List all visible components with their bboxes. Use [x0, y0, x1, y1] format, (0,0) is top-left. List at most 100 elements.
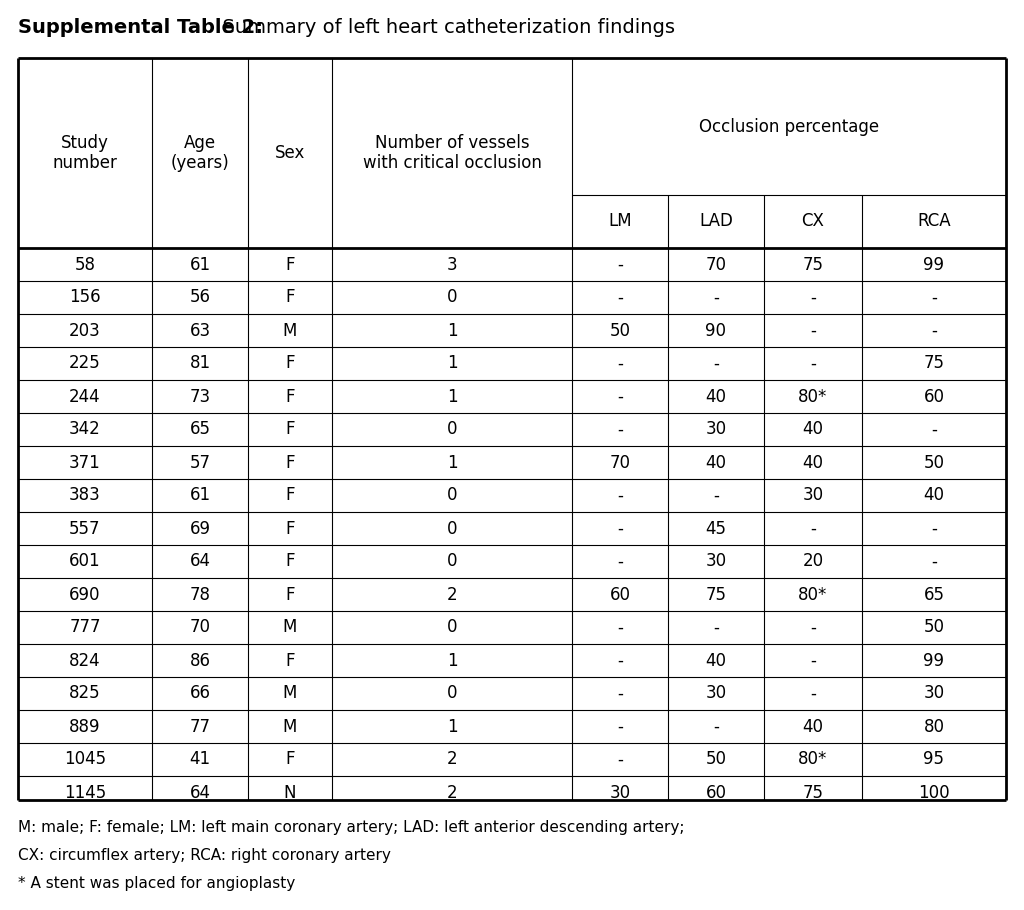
- Text: 65: 65: [924, 585, 944, 603]
- Text: -: -: [810, 288, 816, 307]
- Text: 0: 0: [446, 552, 458, 571]
- Text: -: -: [617, 420, 623, 439]
- Text: 70: 70: [706, 256, 726, 274]
- Text: CX: CX: [802, 213, 824, 230]
- Text: 75: 75: [803, 256, 823, 274]
- Text: -: -: [931, 288, 937, 307]
- Text: 889: 889: [70, 717, 100, 735]
- Text: -: -: [617, 288, 623, 307]
- Text: 99: 99: [924, 652, 944, 670]
- Text: CX: circumflex artery; RCA: right coronary artery: CX: circumflex artery; RCA: right corona…: [18, 848, 391, 863]
- Text: 777: 777: [70, 619, 100, 636]
- Text: F: F: [286, 552, 295, 571]
- Text: 557: 557: [70, 520, 100, 538]
- Text: 70: 70: [189, 619, 211, 636]
- Text: 66: 66: [189, 684, 211, 703]
- Text: 40: 40: [803, 717, 823, 735]
- Text: 58: 58: [75, 256, 95, 274]
- Text: 60: 60: [706, 784, 726, 802]
- Text: 40: 40: [706, 453, 726, 471]
- Text: 40: 40: [803, 420, 823, 439]
- Text: 75: 75: [924, 355, 944, 372]
- Text: 40: 40: [924, 487, 944, 504]
- Text: F: F: [286, 585, 295, 603]
- Text: 100: 100: [919, 784, 950, 802]
- Text: -: -: [810, 684, 816, 703]
- Text: RCA: RCA: [918, 213, 951, 230]
- Text: -: -: [713, 355, 719, 372]
- Text: 30: 30: [706, 420, 727, 439]
- Text: 203: 203: [70, 321, 101, 339]
- Text: 90: 90: [706, 321, 726, 339]
- Text: 50: 50: [924, 453, 944, 471]
- Text: 690: 690: [70, 585, 100, 603]
- Text: 69: 69: [189, 520, 211, 538]
- Text: 80*: 80*: [799, 585, 827, 603]
- Text: 1145: 1145: [63, 784, 106, 802]
- Text: 80*: 80*: [799, 751, 827, 769]
- Text: 70: 70: [609, 453, 631, 471]
- Text: -: -: [810, 355, 816, 372]
- Text: 65: 65: [189, 420, 211, 439]
- Text: 1: 1: [446, 355, 458, 372]
- Text: 73: 73: [189, 388, 211, 406]
- Text: 156: 156: [70, 288, 100, 307]
- Text: 63: 63: [189, 321, 211, 339]
- Text: 30: 30: [924, 684, 944, 703]
- Text: -: -: [713, 487, 719, 504]
- Text: M: M: [283, 717, 297, 735]
- Text: 75: 75: [706, 585, 726, 603]
- Text: F: F: [286, 453, 295, 471]
- Text: -: -: [617, 355, 623, 372]
- Text: 40: 40: [706, 388, 726, 406]
- Text: M: M: [283, 321, 297, 339]
- Text: -: -: [931, 552, 937, 571]
- Text: 2: 2: [446, 784, 458, 802]
- Text: -: -: [617, 256, 623, 274]
- Text: F: F: [286, 288, 295, 307]
- Text: 20: 20: [803, 552, 823, 571]
- Text: -: -: [617, 717, 623, 735]
- Text: 86: 86: [189, 652, 211, 670]
- Text: -: -: [713, 288, 719, 307]
- Text: 78: 78: [189, 585, 211, 603]
- Text: -: -: [931, 321, 937, 339]
- Text: 824: 824: [70, 652, 100, 670]
- Text: F: F: [286, 420, 295, 439]
- Text: 80*: 80*: [799, 388, 827, 406]
- Text: Summary of left heart catheterization findings: Summary of left heart catheterization fi…: [210, 18, 675, 37]
- Text: 244: 244: [70, 388, 100, 406]
- Text: 601: 601: [70, 552, 100, 571]
- Text: Age
(years): Age (years): [171, 134, 229, 172]
- Text: -: -: [810, 321, 816, 339]
- Text: 81: 81: [189, 355, 211, 372]
- Text: 0: 0: [446, 288, 458, 307]
- Text: -: -: [617, 487, 623, 504]
- Text: 225: 225: [70, 355, 101, 372]
- Text: 371: 371: [70, 453, 101, 471]
- Text: 50: 50: [924, 619, 944, 636]
- Text: 0: 0: [446, 619, 458, 636]
- Text: 30: 30: [706, 552, 727, 571]
- Text: Study
number: Study number: [52, 134, 118, 172]
- Text: 2: 2: [446, 751, 458, 769]
- Text: 1: 1: [446, 717, 458, 735]
- Text: -: -: [810, 619, 816, 636]
- Text: -: -: [617, 619, 623, 636]
- Text: -: -: [810, 652, 816, 670]
- Text: -: -: [931, 420, 937, 439]
- Text: 30: 30: [706, 684, 727, 703]
- Text: -: -: [617, 652, 623, 670]
- Text: 0: 0: [446, 487, 458, 504]
- Text: 40: 40: [803, 453, 823, 471]
- Text: N: N: [284, 784, 296, 802]
- Text: 383: 383: [70, 487, 101, 504]
- Text: F: F: [286, 652, 295, 670]
- Text: * A stent was placed for angioplasty: * A stent was placed for angioplasty: [18, 876, 295, 891]
- Text: 1: 1: [446, 388, 458, 406]
- Text: -: -: [931, 520, 937, 538]
- Text: 75: 75: [803, 784, 823, 802]
- Text: 56: 56: [189, 288, 211, 307]
- Text: 41: 41: [189, 751, 211, 769]
- Text: 1: 1: [446, 453, 458, 471]
